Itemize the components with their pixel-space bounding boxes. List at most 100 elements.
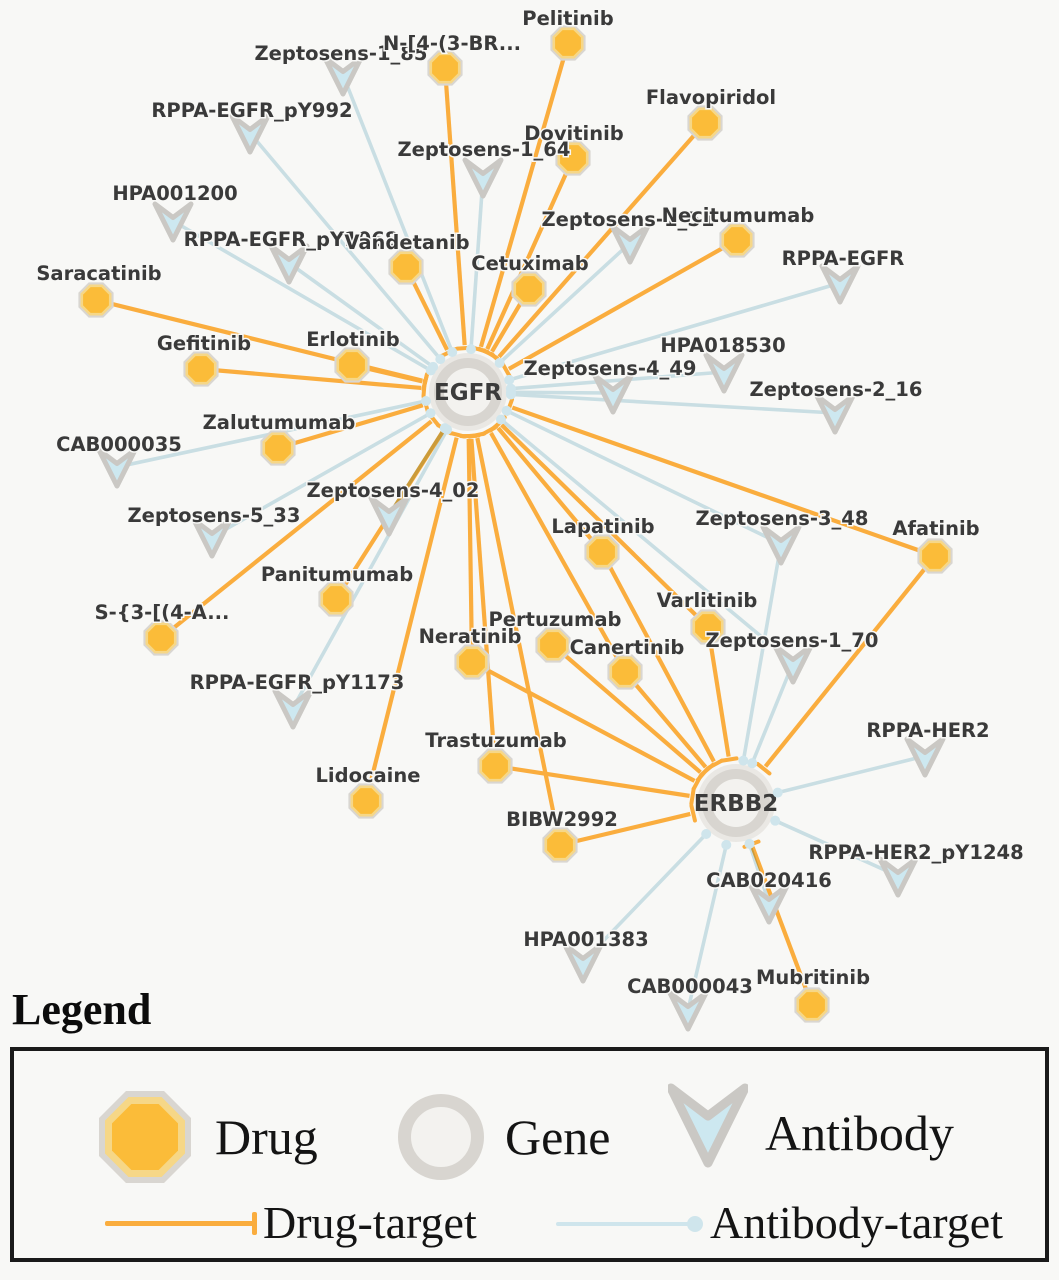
antibody-chevron-icon	[462, 157, 504, 199]
drug-octagon-icon	[393, 254, 419, 280]
drug-node-lapatinib	[584, 534, 620, 570]
antibody-target-edge-zeptosens-1-51-egfr	[499, 241, 632, 364]
antibody-node-rppa-egfr-py1173	[272, 688, 314, 730]
drug-label: BIBW2992	[506, 808, 618, 831]
drug-target-edge-lidocaine-egfr	[363, 437, 459, 802]
drug-label: Dovitinib	[524, 122, 624, 145]
dot-mark	[738, 755, 749, 766]
antibody-node-rppa-her2-py1248	[877, 856, 919, 898]
dot-mark	[420, 395, 431, 406]
antibody-chevron-icon	[904, 736, 946, 778]
drug-target-edge-afatinib-egfr	[511, 405, 936, 558]
drug-octagon-icon	[265, 435, 291, 461]
drug-node-gefitinib	[183, 351, 219, 387]
legend-gene-label: Gene	[505, 1109, 611, 1165]
drug-node-panitumumab	[318, 581, 354, 617]
drug-target-edge-varlitinib-erbb2	[705, 626, 731, 757]
antibody-target-edge-zeptosens-1-70-erbb2	[750, 662, 795, 763]
antibody-node-cab000043	[667, 990, 709, 1032]
antibody-chevron-icon	[748, 883, 790, 925]
dot-mark	[504, 374, 515, 385]
antibody-label: Zeptosens-1_85	[255, 42, 428, 65]
antibody-node-rppa-egfr-py1068	[268, 243, 310, 285]
drug-octagon-icon	[724, 227, 750, 253]
antibody-node-hpa001200	[152, 201, 194, 243]
antibody-chevron-icon	[592, 373, 634, 415]
antibody-chevron-icon	[668, 1083, 748, 1168]
drug-label: Panitumumab	[261, 563, 413, 586]
drug-label: Neratinib	[419, 625, 522, 648]
antibody-node-zeptosens-1-85	[322, 55, 364, 97]
antibody-node-zeptosens-3-48	[760, 524, 802, 566]
antibody-node-zeptosens-1-51	[609, 223, 651, 265]
antibody-target-edge-zeptosens-1-85-egfr	[341, 74, 454, 352]
antibody-node-rppa-her2	[904, 736, 946, 778]
dot-mark	[442, 424, 453, 435]
antibody-target-edge-zeptosens-1-64-egfr	[469, 176, 485, 349]
tee-mark	[719, 756, 739, 763]
drug-node-flavopiridol	[687, 105, 723, 141]
drug-octagon-icon	[922, 543, 948, 569]
antibody-node-zeptosens-4-49	[592, 373, 634, 415]
drug-node-erlotinib	[334, 347, 370, 383]
drug-label: S-{3-[(4-A...	[95, 601, 230, 624]
antibody-chevron-icon	[322, 55, 364, 97]
antibody-target-edges	[116, 74, 926, 1011]
antibody-target-edge-hpa018530-egfr	[511, 370, 725, 391]
antibody-target-edge-rppa-egfr-egfr	[509, 281, 841, 382]
drug-gene-antibody-network: EGFR ERBB2 Zeptosens-1_85 RPPA-EGFR_pY992 HP…	[35, 6, 1025, 1032]
drug-label: Trastuzumab	[425, 729, 566, 752]
antibody-node-rppa-egfr-py992	[229, 113, 271, 155]
drug-node-saracatinib	[78, 282, 114, 318]
drug-node-canertinib	[607, 654, 643, 690]
antibody-target-edge-rppa-her2-erbb2	[778, 754, 926, 795]
dot-mark	[721, 839, 732, 850]
dot-mark	[501, 405, 512, 416]
drug-target-edge-lapatinib-egfr	[496, 426, 604, 554]
antibody-chevron-icon	[772, 643, 814, 685]
drug-target-edge-zalutumumab-egfr	[277, 403, 424, 451]
drug-label: Zalutumumab	[203, 411, 356, 434]
drug-octagon-icon	[555, 30, 581, 56]
antibody-label: CAB000035	[56, 433, 182, 456]
antibody-chevron-icon	[703, 352, 745, 394]
antibody-chevron-icon	[96, 447, 138, 489]
antibody-node-hpa018530	[703, 352, 745, 394]
antibody-chevron-icon	[562, 942, 604, 984]
drug-node-lidocaine	[348, 783, 384, 819]
antibody-node-zeptosens-2-16	[814, 393, 856, 435]
drug-label: Pertuzumab	[488, 608, 621, 631]
tee-mark	[448, 430, 467, 439]
drug-node-mubritinib	[794, 987, 830, 1023]
drug-octagon-icon	[612, 659, 638, 685]
antibody-label: RPPA-EGFR_pY1068	[184, 228, 399, 251]
drug-node-bibw2992	[542, 827, 578, 863]
antibody-target-edge-zeptosens-1-70-egfr	[500, 418, 795, 665]
antibody-target-edge-cab000043-erbb2	[686, 845, 728, 1011]
drug-octagon-icon	[323, 586, 349, 612]
edge-end-marks	[420, 344, 783, 850]
drug-octagon-icon	[353, 788, 379, 814]
drug-target-edge-neratinib-egfr	[466, 438, 475, 663]
drug-antibody-nodes	[78, 25, 953, 1032]
drug-target-edge-dovitinib-egfr	[485, 157, 575, 350]
antibody-chevron-icon	[152, 201, 194, 243]
antibody-chevron-icon	[268, 243, 310, 285]
antibody-chevron-icon	[877, 856, 919, 898]
antibody-label: Zeptosens-1_51	[542, 208, 715, 231]
antibody-chevron-icon	[814, 393, 856, 435]
tee-mark	[421, 372, 429, 392]
tee-mark	[689, 803, 697, 823]
drug-label: Pelitinib	[522, 7, 613, 30]
drug-label: Lapatinib	[551, 515, 654, 538]
dot-mark	[744, 838, 755, 849]
drug-node-dovitinib	[555, 140, 591, 176]
drug-node-zalutumumab	[260, 430, 296, 466]
drug-label: Erlotinib	[306, 328, 400, 351]
antibody-chevron-icon	[667, 990, 709, 1032]
drug-label: Saracatinib	[36, 262, 161, 285]
tee-mark	[467, 431, 487, 439]
drug-node-pertuzumab	[535, 627, 571, 663]
antibody-target-edge-hpa001200-egfr	[172, 219, 431, 372]
drug-node-neratinib	[454, 644, 490, 680]
